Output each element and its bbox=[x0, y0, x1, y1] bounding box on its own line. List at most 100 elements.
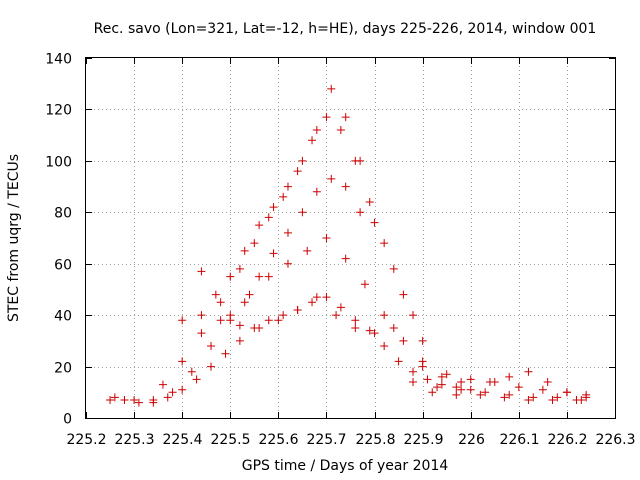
data-point bbox=[235, 336, 244, 345]
data-point bbox=[226, 272, 235, 281]
data-point bbox=[409, 378, 418, 386]
y-tick-label: 80 bbox=[54, 206, 72, 222]
series-track-1 bbox=[106, 293, 461, 407]
data-point bbox=[158, 380, 167, 389]
data-point bbox=[437, 380, 446, 389]
data-point bbox=[264, 272, 273, 281]
y-tick-label: 0 bbox=[63, 412, 72, 428]
series-track-4 bbox=[226, 84, 418, 320]
data-point bbox=[370, 218, 379, 227]
data-point bbox=[380, 311, 389, 320]
data-point bbox=[538, 385, 547, 394]
data-point bbox=[211, 290, 220, 299]
data-point bbox=[380, 239, 389, 248]
data-point bbox=[120, 396, 129, 404]
x-tick-label: 225.6 bbox=[258, 432, 298, 448]
data-point bbox=[168, 388, 177, 397]
data-point bbox=[255, 324, 264, 332]
data-point bbox=[336, 303, 345, 312]
data-point bbox=[399, 336, 408, 345]
data-point bbox=[562, 388, 571, 397]
y-tick-label: 100 bbox=[45, 155, 72, 171]
data-point bbox=[197, 329, 206, 338]
data-point bbox=[500, 393, 509, 402]
data-point bbox=[389, 264, 398, 273]
data-point bbox=[418, 336, 427, 345]
series-track-8 bbox=[418, 362, 591, 399]
data-point bbox=[322, 293, 331, 302]
data-point bbox=[245, 290, 254, 299]
data-point bbox=[514, 383, 523, 392]
data-point bbox=[529, 393, 538, 402]
data-point bbox=[250, 239, 259, 248]
series-track-9 bbox=[428, 388, 581, 404]
x-tick-label: 225.8 bbox=[355, 432, 395, 448]
x-tick-label: 226.1 bbox=[499, 432, 539, 448]
data-point bbox=[370, 329, 379, 338]
series-track-2 bbox=[110, 234, 466, 404]
data-point bbox=[322, 234, 331, 242]
data-point bbox=[336, 126, 345, 134]
data-point bbox=[293, 306, 302, 314]
data-point bbox=[356, 208, 365, 217]
data-point bbox=[221, 349, 230, 358]
data-point bbox=[433, 383, 442, 392]
data-point bbox=[543, 378, 552, 386]
data-point bbox=[240, 246, 249, 255]
x-tick-label: 226.3 bbox=[595, 432, 635, 448]
x-tick-label: 226.2 bbox=[547, 432, 587, 448]
data-point bbox=[216, 316, 225, 325]
data-point bbox=[466, 375, 475, 384]
data-point bbox=[134, 398, 143, 407]
data-point bbox=[394, 357, 403, 366]
data-point bbox=[332, 311, 341, 320]
x-tick-labels: 225.2 225.3 225.4 225.5 225.6 225.7 225.8 225.9… bbox=[66, 432, 635, 448]
y-axis-label: STEC from uqrg / TECUs bbox=[6, 154, 22, 322]
data-point bbox=[409, 367, 418, 376]
data-point bbox=[365, 198, 374, 206]
data-point bbox=[312, 293, 321, 302]
axis-ticks bbox=[86, 58, 616, 419]
data-point bbox=[341, 254, 350, 263]
data-point bbox=[481, 388, 490, 397]
data-point bbox=[308, 298, 317, 307]
data-point bbox=[582, 393, 591, 402]
plot-frame bbox=[85, 57, 616, 419]
data-point bbox=[283, 259, 292, 268]
data-point bbox=[235, 321, 244, 330]
x-tick-label: 225.3 bbox=[114, 432, 154, 448]
data-point bbox=[423, 375, 432, 384]
data-point bbox=[216, 298, 225, 307]
data-point bbox=[327, 84, 336, 93]
data-point bbox=[283, 228, 292, 237]
data-point bbox=[303, 246, 312, 255]
data-point bbox=[505, 390, 514, 399]
data-point bbox=[163, 393, 172, 402]
chart-title: Rec. savo (Lon=321, Lat=-12, h=HE), days… bbox=[94, 21, 597, 37]
data-point bbox=[327, 174, 336, 183]
grid-lines bbox=[86, 58, 615, 418]
x-tick-label: 225.5 bbox=[210, 432, 250, 448]
data-point bbox=[207, 342, 216, 350]
series-track-7 bbox=[409, 378, 586, 404]
x-tick-label: 225.4 bbox=[162, 432, 202, 448]
data-point bbox=[409, 311, 418, 320]
data-point bbox=[437, 372, 446, 381]
data-point bbox=[178, 357, 187, 366]
y-tick-label: 140 bbox=[45, 52, 72, 68]
data-point bbox=[264, 316, 273, 325]
data-point bbox=[524, 396, 533, 404]
data-point bbox=[178, 385, 187, 394]
data-point bbox=[240, 298, 249, 307]
y-tick-label: 20 bbox=[54, 361, 72, 377]
data-point bbox=[389, 324, 398, 332]
data-point bbox=[235, 264, 244, 273]
data-point bbox=[524, 367, 533, 376]
data-point bbox=[255, 272, 264, 281]
data-point bbox=[308, 136, 317, 145]
data-point bbox=[322, 113, 331, 122]
data-point bbox=[380, 342, 389, 350]
x-tick-label: 225.7 bbox=[306, 432, 346, 448]
data-point bbox=[279, 192, 288, 201]
